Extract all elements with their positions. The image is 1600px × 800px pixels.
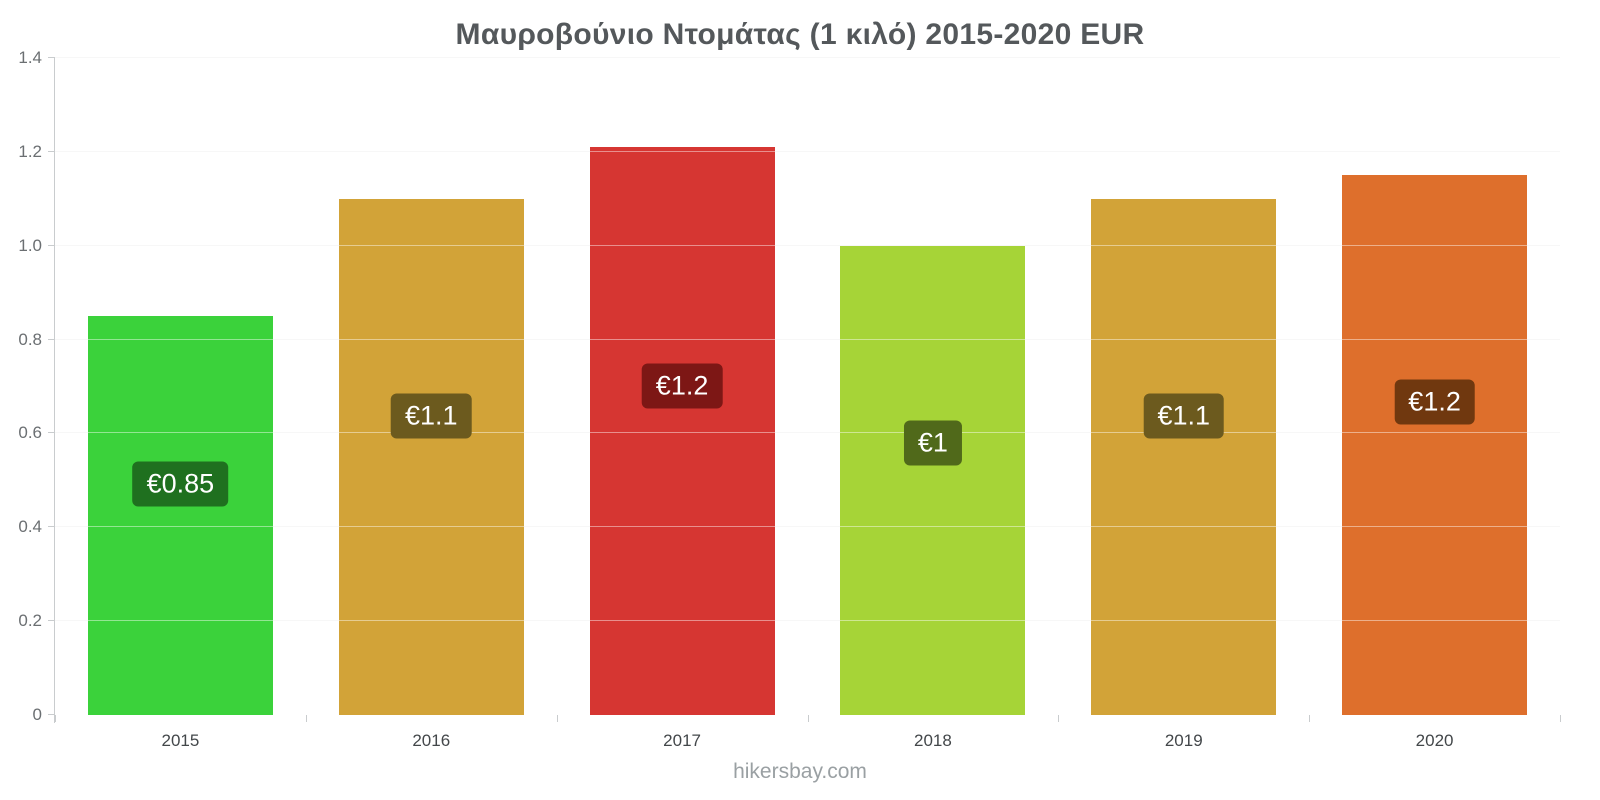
chart-footer: hikersbay.com bbox=[0, 760, 1600, 784]
y-axis-tick-label: 0.2 bbox=[18, 611, 42, 631]
bar-value-label-2017: €1.2 bbox=[641, 363, 723, 409]
x-axis-tick-mark bbox=[55, 715, 56, 722]
bar-value-label-2020: €1.2 bbox=[1394, 379, 1475, 425]
x-axis-tick-mark bbox=[1058, 715, 1060, 722]
x-axis-label-2018: 2018 bbox=[913, 731, 952, 750]
y-axis-tick-mark bbox=[48, 526, 55, 528]
bar-2017 bbox=[589, 147, 775, 715]
gridline-overlay bbox=[55, 338, 1560, 340]
x-axis-tick-mark bbox=[1560, 715, 1561, 722]
y-axis-line bbox=[54, 58, 55, 723]
y-axis-tick-label: 1.2 bbox=[18, 141, 42, 161]
x-axis-tick-mark bbox=[556, 715, 558, 722]
bar-2018 bbox=[840, 245, 1026, 715]
x-axis-label-2017: 2017 bbox=[663, 731, 701, 750]
x-axis-label-2016: 2016 bbox=[412, 731, 451, 750]
bar-value-label-2016: €1.1 bbox=[390, 393, 472, 439]
gridline bbox=[55, 150, 1560, 152]
bar-value-label-2018: €1 bbox=[903, 420, 962, 466]
gridline-overlay bbox=[55, 526, 1560, 528]
y-axis-tick-mark bbox=[48, 714, 55, 715]
gridline-overlay bbox=[55, 244, 1560, 246]
y-axis-tick-label: 0.4 bbox=[18, 517, 42, 537]
y-axis-tick-label: 0.6 bbox=[18, 423, 42, 443]
gridline-overlay bbox=[55, 150, 1560, 152]
bar-2020 bbox=[1342, 175, 1528, 715]
y-axis-tick-mark bbox=[48, 57, 55, 58]
bar-2016 bbox=[338, 198, 524, 715]
y-axis-tick-label: 1.0 bbox=[18, 235, 42, 255]
y-axis-tick-mark bbox=[48, 338, 55, 340]
y-axis-tick-mark bbox=[48, 432, 55, 434]
gridline bbox=[55, 57, 1560, 58]
x-axis-label-2019: 2019 bbox=[1164, 731, 1203, 750]
y-axis-tick-label: 1.4 bbox=[18, 48, 42, 67]
x-axis-label-2020: 2020 bbox=[1415, 731, 1454, 750]
y-axis-tick-label: 0 bbox=[32, 705, 42, 724]
gridline-overlay bbox=[55, 620, 1560, 622]
gridline bbox=[55, 526, 1560, 528]
bar-value-label-2015: €0.85 bbox=[132, 461, 229, 507]
footer-link[interactable]: hikersbay.com bbox=[733, 760, 867, 783]
gridline bbox=[55, 338, 1560, 340]
chart-title: Μαυροβούνιο Ντομάτας (1 κιλό) 2015-2020 … bbox=[455, 18, 1145, 51]
y-axis-tick-mark bbox=[48, 244, 55, 246]
gridline bbox=[55, 244, 1560, 246]
y-axis-tick-label: 0.8 bbox=[18, 329, 42, 349]
bar-2015 bbox=[87, 316, 273, 715]
bar-2019 bbox=[1091, 198, 1277, 715]
y-axis-tick-mark bbox=[48, 620, 55, 622]
gridline-overlay bbox=[55, 57, 1560, 58]
y-axis-tick-mark bbox=[48, 150, 55, 152]
x-axis-tick-mark bbox=[305, 715, 307, 722]
bar-value-label-2019: €1.1 bbox=[1143, 393, 1225, 439]
x-axis-tick-mark bbox=[807, 715, 809, 722]
x-axis-label-2015: 2015 bbox=[161, 731, 200, 750]
gridline bbox=[55, 432, 1560, 434]
plot-area: 0 0.2 0.4 0.6 0.8 1.0 1.2 1.4 €0.85 2015 €1.1 2016 €… bbox=[18, 48, 1561, 750]
x-axis-tick-mark bbox=[1309, 715, 1311, 722]
gridline bbox=[55, 620, 1560, 622]
gridline-overlay bbox=[55, 432, 1560, 434]
